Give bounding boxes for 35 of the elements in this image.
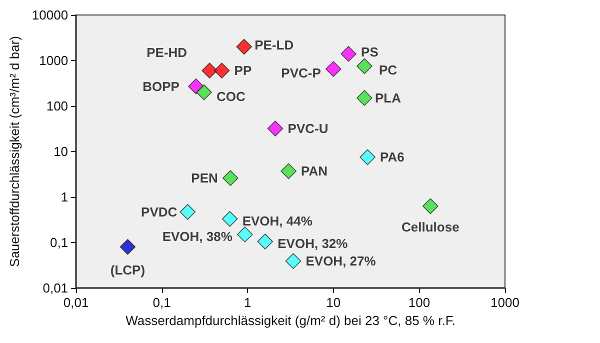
annotation: PE-HD xyxy=(146,45,188,60)
annotation: COC xyxy=(216,88,246,104)
y-tick-label: 1000 xyxy=(39,53,68,68)
annotation: EVOH, 32% xyxy=(278,236,348,252)
annotation: (LCP) xyxy=(110,262,146,278)
annotation: PA6 xyxy=(380,150,404,165)
x-tick-label: 100 xyxy=(408,295,430,310)
annotation: PC xyxy=(378,62,398,78)
annotation: PE-LD xyxy=(254,37,294,52)
y-tick-label: 10 xyxy=(54,144,68,159)
annotation: PS xyxy=(361,44,379,60)
annotation: PAN xyxy=(301,164,328,179)
annotation: PLA xyxy=(374,90,402,106)
annotation: PVC-U xyxy=(288,121,328,136)
x-tick-label: 0,01 xyxy=(63,295,89,310)
y-tick-label: 1 xyxy=(60,190,68,204)
annotation: EVOH, 44% xyxy=(242,213,313,228)
x-axis-title: Wasserdampfdurchlässigkeit (g/m² d) bei 23 °C, 85 % r.F. xyxy=(126,312,456,328)
annotation: PVC-P xyxy=(281,66,322,81)
y-tick-label: 0,01 xyxy=(42,280,68,296)
y-tick-label: 100 xyxy=(46,98,68,114)
annotation: Cellulose xyxy=(401,220,460,235)
x-tick-label: 0,1 xyxy=(152,295,171,310)
annotation: BOPP xyxy=(142,78,180,94)
y-tick-label: 10000 xyxy=(32,8,68,22)
x-tick-label: 1000 xyxy=(490,295,520,310)
annotation: PP xyxy=(234,63,252,78)
annotation: EVOH, 38% xyxy=(162,228,233,244)
x-tick-label: 10 xyxy=(326,295,341,310)
annotation: PVDC xyxy=(141,204,178,220)
annotation: PEN xyxy=(191,170,218,186)
y-tick-label: 0,1 xyxy=(50,235,68,250)
y-axis-title: Sauerstoffdurchlässigkeit (cm³/m² d bar) xyxy=(7,36,22,267)
annotation: EVOH, 27% xyxy=(306,254,376,269)
x-tick-label: 1 xyxy=(244,295,252,310)
